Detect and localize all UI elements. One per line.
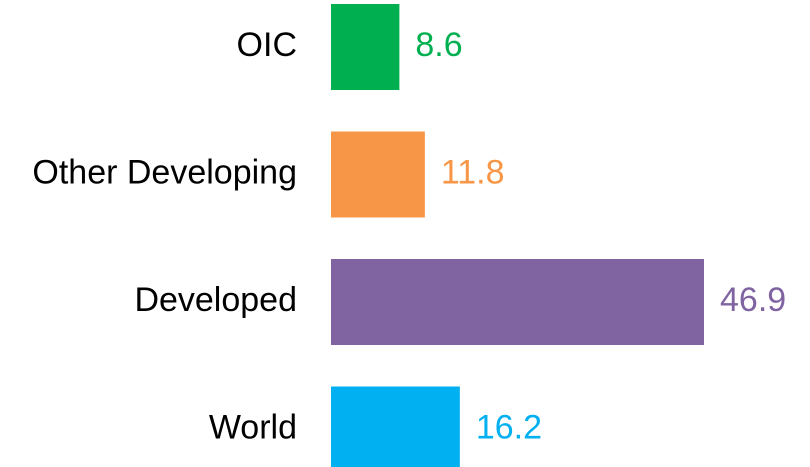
value-label: 8.6 <box>415 26 462 64</box>
category-label: OIC <box>237 26 297 64</box>
value-label: 11.8 <box>441 153 505 191</box>
value-label: 16.2 <box>476 408 542 446</box>
bar <box>331 4 400 90</box>
value-label: 46.9 <box>720 281 786 319</box>
category-label: World <box>209 408 297 446</box>
bar <box>331 131 425 218</box>
bar <box>331 386 460 467</box>
category-label: Developed <box>134 281 297 319</box>
category-label: Other Developing <box>32 153 297 191</box>
bar <box>331 259 704 345</box>
